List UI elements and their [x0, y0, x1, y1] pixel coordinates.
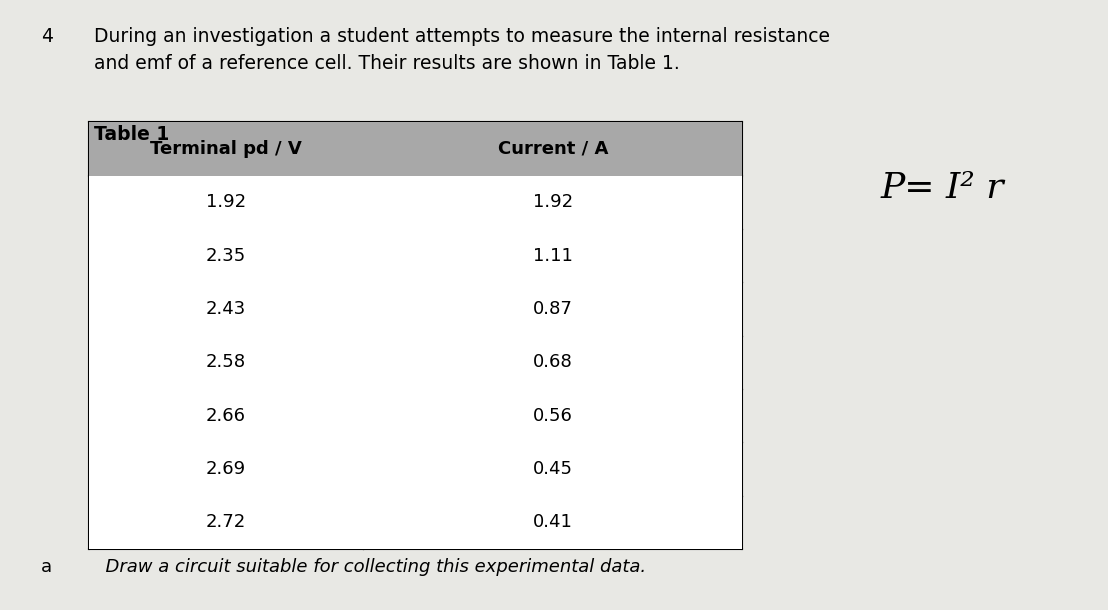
Text: 0.87: 0.87 — [533, 300, 573, 318]
Text: 2.43: 2.43 — [206, 300, 246, 318]
Text: P= I² r: P= I² r — [881, 171, 1004, 205]
Text: 1.11: 1.11 — [533, 246, 573, 265]
Text: 0.56: 0.56 — [533, 407, 573, 425]
Text: 1.92: 1.92 — [206, 193, 246, 211]
Text: a: a — [41, 558, 52, 576]
Text: Current / A: Current / A — [497, 140, 608, 158]
Text: 4: 4 — [41, 27, 53, 46]
Text: 0.41: 0.41 — [533, 514, 573, 531]
Text: 2.66: 2.66 — [206, 407, 246, 425]
Text: Table 1: Table 1 — [94, 125, 170, 144]
Text: 0.45: 0.45 — [533, 460, 573, 478]
Text: 2.35: 2.35 — [206, 246, 246, 265]
Text: During an investigation a student attempts to measure the internal resistance
an: During an investigation a student attemp… — [94, 27, 830, 73]
Text: 2.72: 2.72 — [206, 514, 246, 531]
Text: 1.92: 1.92 — [533, 193, 573, 211]
Text: Terminal pd / V: Terminal pd / V — [150, 140, 301, 158]
Text: 2.58: 2.58 — [206, 353, 246, 371]
Text: Draw a circuit suitable for collecting this experimental data.: Draw a circuit suitable for collecting t… — [94, 558, 646, 576]
Text: 0.68: 0.68 — [533, 353, 573, 371]
Text: 2.69: 2.69 — [206, 460, 246, 478]
